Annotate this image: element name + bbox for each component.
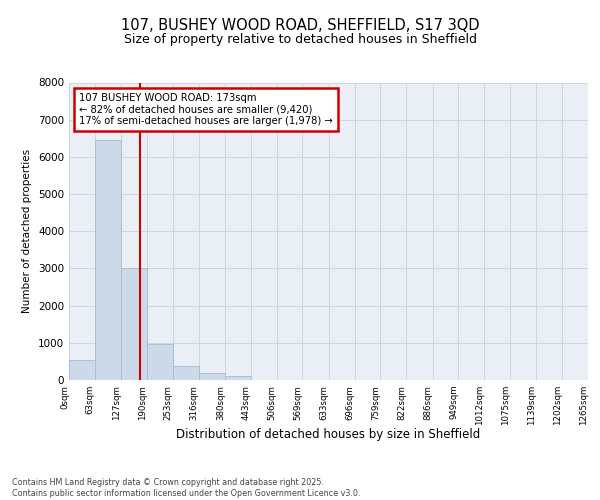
Bar [225,376,251,380]
Bar [121,268,147,380]
Text: 107, BUSHEY WOOD ROAD, SHEFFIELD, S17 3QD: 107, BUSHEY WOOD ROAD, SHEFFIELD, S17 3Q… [121,18,479,32]
Text: Contains HM Land Registry data © Crown copyright and database right 2025.
Contai: Contains HM Land Registry data © Crown c… [12,478,361,498]
X-axis label: Distribution of detached houses by size in Sheffield: Distribution of detached houses by size … [176,428,481,441]
Bar [95,140,121,380]
Text: Size of property relative to detached houses in Sheffield: Size of property relative to detached ho… [124,32,476,46]
Bar [147,344,173,380]
Bar [173,366,199,380]
Bar [69,360,95,380]
Text: 107 BUSHEY WOOD ROAD: 173sqm
← 82% of detached houses are smaller (9,420)
17% of: 107 BUSHEY WOOD ROAD: 173sqm ← 82% of de… [79,93,333,126]
Bar [199,374,225,380]
Y-axis label: Number of detached properties: Number of detached properties [22,149,32,314]
